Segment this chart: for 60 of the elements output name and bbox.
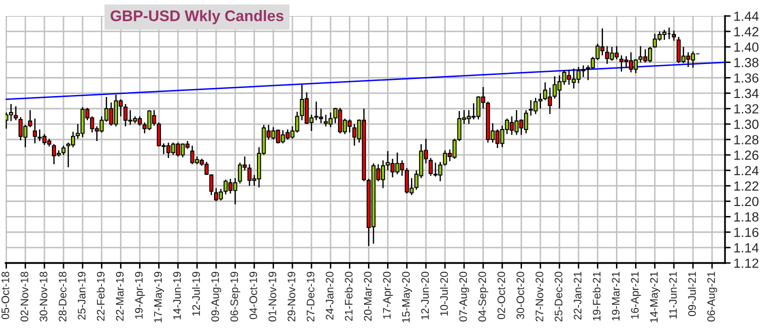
y-tick-label: 1.24 — [734, 166, 759, 176]
x-tick-label: 17-May-19 — [154, 272, 164, 322]
candlestick — [61, 145, 66, 156]
x-tick-label: 22-Jan-21 — [574, 272, 582, 320]
y-tick-label: 1.26 — [734, 150, 758, 160]
y-tick-label: 1.30 — [734, 120, 758, 129]
x-tick-label: 27-Dec-19 — [306, 272, 314, 322]
y-tick-label: 1.38 — [734, 58, 758, 68]
x-tick-label: 04-Oct-19 — [249, 272, 258, 320]
x-tick-label: 09-Jul-21 — [688, 272, 696, 316]
x-tick-label: 30-Oct-20 — [516, 272, 524, 320]
x-tick-label: 06-Aug-21 — [707, 272, 718, 322]
y-tick-label: 1.36 — [734, 73, 758, 83]
x-tick-label: 07-Aug-20 — [459, 272, 470, 322]
x-tick-label: 27-Nov-20 — [536, 272, 544, 322]
y-tick-label: 1.44 — [734, 12, 759, 21]
x-tick-label: 29-Nov-19 — [288, 272, 296, 322]
y-tick-label: 1.16 — [734, 228, 758, 238]
x-tick-label: 16-Apr-21 — [630, 272, 641, 319]
candlestick — [672, 30, 676, 42]
y-tick-label: 1.12 — [734, 258, 758, 268]
x-tick-label: 14-May-21 — [650, 272, 660, 322]
y-tick-label: 1.14 — [734, 243, 759, 252]
x-tick-label: 09-Aug-19 — [211, 272, 222, 322]
chart-title: GBP-USD Wkly Candles — [110, 10, 284, 24]
y-tick-label: 1.42 — [734, 27, 758, 36]
y-tick-label: 1.28 — [734, 135, 758, 144]
x-tick-label: 25-Dec-20 — [554, 272, 562, 322]
y-tick-label: 1.32 — [734, 104, 758, 114]
y-tick-label: 1.34 — [734, 88, 759, 98]
x-tick-label: 11-Jun-21 — [669, 272, 677, 318]
x-tick-label: 01-Nov-19 — [268, 272, 276, 322]
x-tick-label: 24-Jan-20 — [326, 272, 334, 320]
candlestick — [28, 110, 32, 128]
x-tick-label: 14-Jun-19 — [173, 272, 181, 320]
x-tick-label: 19-Feb-21 — [592, 272, 601, 320]
x-tick-label: 02-Nov-18 — [20, 272, 28, 322]
x-tick-label: 02-Oct-20 — [497, 272, 506, 320]
y-tick-label: 1.18 — [734, 212, 758, 222]
x-tick-label: 25-Jan-19 — [78, 272, 86, 320]
x-tick-label: 21-Feb-20 — [344, 272, 353, 321]
x-tick-label: 12-Jun-20 — [421, 272, 429, 320]
x-tick-label: 04-Sep-20 — [478, 272, 488, 322]
x-tick-label: 15-May-20 — [402, 272, 412, 322]
x-tick-label: 17-Apr-20 — [383, 272, 393, 319]
x-tick-label: 19-Mar-21 — [612, 272, 620, 320]
x-tick-label: 20-Mar-20 — [364, 272, 372, 321]
candlestick — [209, 174, 214, 196]
x-tick-label: 06-Sep-19 — [230, 272, 240, 322]
x-tick-label: 30-Nov-18 — [40, 272, 48, 322]
x-tick-label: 05-Oct-18 — [2, 272, 10, 320]
y-tick-label: 1.22 — [734, 181, 758, 191]
x-tick-label: 10-Jul-20 — [440, 272, 448, 316]
y-tick-label: 1.40 — [734, 42, 758, 52]
x-tick-label: 28-Dec-18 — [58, 272, 66, 322]
y-tick-label: 1.20 — [734, 196, 758, 206]
x-tick-label: 12-Jul-19 — [192, 272, 200, 316]
x-tick-label: 19-Apr-19 — [135, 272, 145, 319]
x-tick-label: 22-Feb-19 — [96, 272, 105, 321]
x-tick-label: 22-Mar-19 — [116, 272, 124, 321]
